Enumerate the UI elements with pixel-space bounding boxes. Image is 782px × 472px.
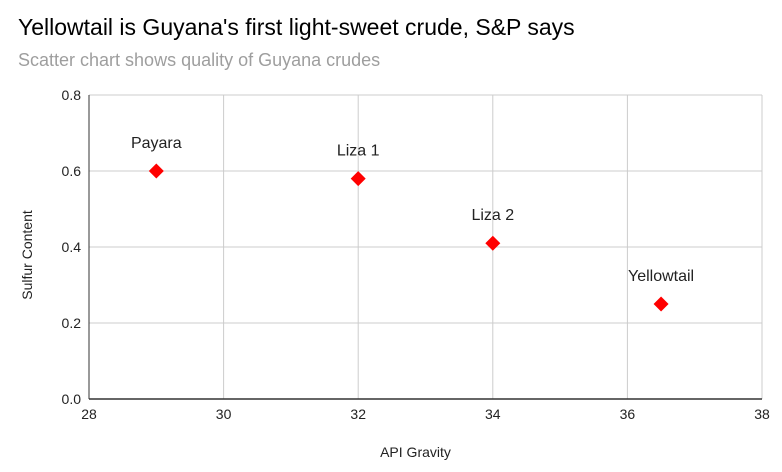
chart-subtitle: Scatter chart shows quality of Guyana cr…	[18, 50, 381, 70]
data-point	[485, 235, 501, 251]
data-label: Liza 2	[471, 207, 514, 224]
x-axis-label: API Gravity	[380, 444, 451, 460]
x-tick-label: 32	[350, 406, 366, 422]
data-point	[350, 171, 366, 187]
data-point	[148, 163, 164, 179]
x-tick-label: 28	[81, 406, 97, 422]
x-tick-label: 34	[485, 406, 501, 422]
y-tick-label: 0.6	[62, 163, 82, 179]
data-label: Liza 1	[337, 143, 380, 160]
y-tick-label: 0.2	[62, 315, 82, 331]
x-tick-label: 30	[216, 406, 232, 422]
x-tick-label: 36	[620, 406, 636, 422]
chart-title: Yellowtail is Guyana's first light-sweet…	[18, 14, 575, 40]
data-label: Yellowtail	[628, 268, 694, 285]
y-axis-label: Sulfur Content	[19, 210, 35, 300]
data-label: Payara	[131, 135, 182, 152]
y-tick-label: 0.4	[62, 239, 82, 255]
x-tick-label: 38	[754, 406, 770, 422]
y-tick-label: 0.0	[62, 391, 82, 407]
y-tick-label: 0.8	[62, 87, 82, 103]
data-point	[653, 296, 669, 312]
